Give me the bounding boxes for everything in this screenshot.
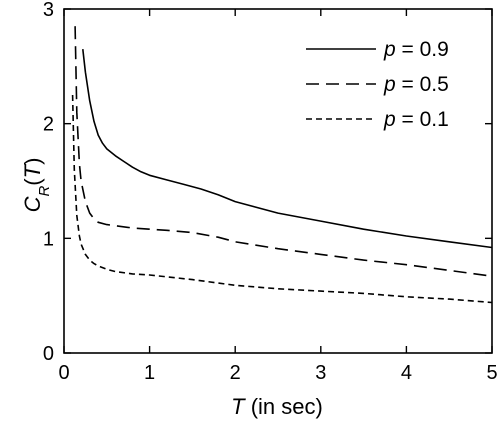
x-axis-label-suffix: (in sec) [245,394,323,419]
legend-label-symbol-0: p [383,38,396,61]
x-tick-label-4: 4 [401,362,412,384]
legend-label-2: p = 0.1 [383,108,449,131]
y-axis-label: CR(T) [20,158,53,213]
y-axis-label-argument: T [20,163,45,178]
legend-label-symbol-2: p [383,108,396,131]
legend: p = 0.9p = 0.5p = 0.1 [306,38,449,131]
x-tick-label-0: 0 [58,362,69,384]
plot-frame [63,8,493,354]
y-axis-label-symbol: C [20,196,45,212]
series-line-0 [82,49,493,249]
legend-label-value-1: = 0.5 [396,73,449,96]
y-tick-label-0: 0 [43,343,54,365]
series-line-2 [71,94,493,304]
y-tick-label-1: 1 [43,228,54,250]
y-tick-label-3: 3 [43,0,54,21]
y-axis-label-subscript: R [36,186,53,197]
x-tick-label-5: 5 [486,362,497,384]
x-tick-label-2: 2 [230,362,241,384]
y-axis-label-open-paren: ( [20,178,45,186]
legend-label-1: p = 0.5 [383,73,449,96]
x-axis-label: T (in sec) [231,394,323,419]
x-tick-label-1: 1 [144,362,155,384]
legend-label-value-2: = 0.1 [396,108,449,131]
legend-label-value-0: = 0.9 [396,38,449,61]
y-axis-label-close-paren: ) [20,158,45,165]
legend-label-symbol-1: p [383,73,396,96]
x-axis-label-symbol: T [231,394,246,419]
series-line-1 [74,26,493,277]
y-tick-label-2: 2 [43,114,54,136]
legend-label-0: p = 0.9 [383,38,449,61]
x-tick-label-3: 3 [315,362,326,384]
